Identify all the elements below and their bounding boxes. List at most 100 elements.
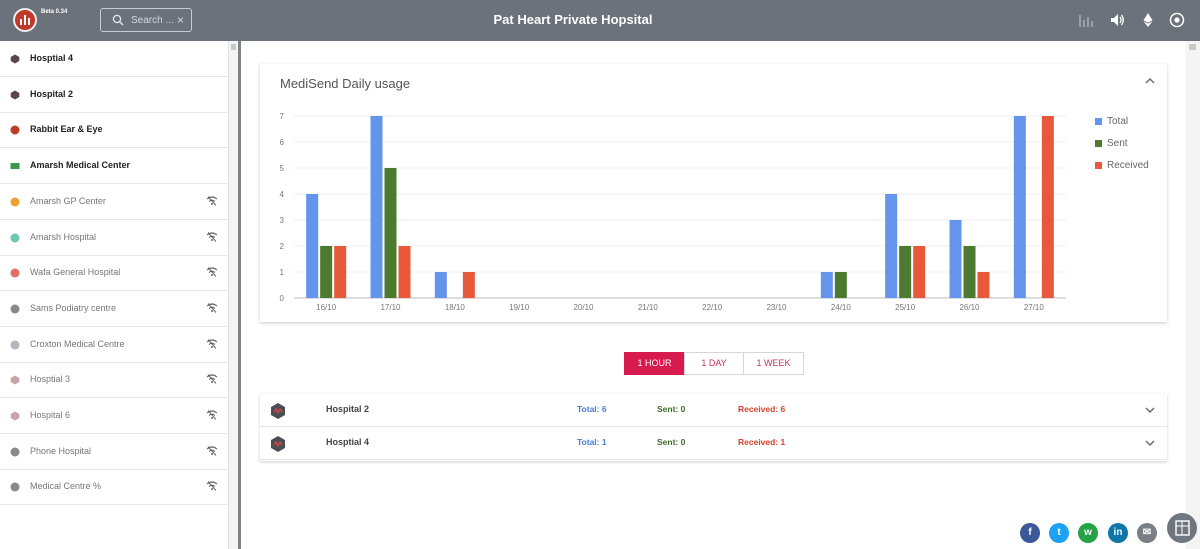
y-tick-label: 7 [280, 112, 285, 121]
legend-swatch [1095, 118, 1102, 125]
sidebar-item[interactable]: Hosptial 4 [0, 41, 229, 77]
legend-item-received[interactable]: Received [1095, 160, 1165, 174]
chevron-down-icon[interactable] [1144, 438, 1156, 448]
legend-label: Total [1107, 116, 1129, 127]
legend-label: Sent [1107, 138, 1128, 149]
x-tick-label: 19/10 [509, 303, 530, 312]
wifi-off-icon [206, 410, 218, 420]
bar-total-8 [820, 272, 833, 298]
x-tick-label: 25/10 [895, 303, 916, 312]
sidebar-item-label: Hosptial 4 [30, 53, 74, 63]
whatsapp-share-icon[interactable]: w [1078, 523, 1098, 543]
chevron-down-icon[interactable] [1144, 405, 1156, 415]
sidebar-item[interactable]: Phone Hospital [0, 434, 229, 470]
hexagon-logo-icon [10, 375, 20, 385]
sidebar-item[interactable]: Medical Centre % [0, 469, 229, 506]
page-title: Pat Heart Private Hopsital [493, 12, 653, 27]
app-logo-icon[interactable] [13, 8, 37, 32]
range-1-hour-button[interactable]: 1 HOUR [624, 352, 685, 375]
chevron-up-icon[interactable] [1144, 76, 1156, 86]
list-item[interactable]: Hospital 2 Total: 6 Sent: 0 Received: 6 [260, 394, 1167, 427]
facebook-share-icon[interactable]: f [1020, 523, 1040, 543]
ethereum-icon[interactable] [1140, 12, 1156, 28]
main-scrollbar[interactable] [1186, 41, 1200, 549]
main-scroll-thumb[interactable] [1189, 44, 1196, 50]
list-item[interactable]: Hosptial 4 Total: 1 Sent: 0 Received: 1 [260, 427, 1167, 460]
spreadsheet-icon [1175, 520, 1190, 536]
y-tick-label: 2 [280, 242, 285, 251]
sidebar-scrollbar[interactable] [229, 41, 238, 549]
sidebar-item-label: Hospital 2 [30, 88, 74, 99]
card-title: MediSend Daily usage [280, 76, 411, 91]
bar-received-11 [1041, 116, 1054, 298]
x-tick-label: 18/10 [445, 303, 466, 312]
sidebar-item-label: Rabbit Ear & Eye [30, 124, 103, 135]
hexagon-logo-icon [10, 90, 20, 100]
bar-received-9 [913, 246, 926, 298]
sidebar-item[interactable]: Croxton Medical Centre [0, 327, 229, 363]
sidebar-scroll-thumb[interactable] [231, 44, 236, 50]
sidebar-item-label: Medical Centre % [30, 481, 102, 492]
hospital-sidebar: Hosptial 4 Hospital 2 Rabbit Ear & Eye Amar… [0, 41, 229, 549]
hexagon-logo-icon [271, 403, 285, 419]
hospital-name: Hosptial 4 [326, 437, 370, 447]
hexagon-logo-icon [10, 54, 20, 64]
email-share-icon[interactable]: ✉ [1137, 523, 1157, 543]
y-tick-label: 0 [280, 294, 285, 303]
wifi-off-icon [206, 195, 218, 206]
bar-sent-1 [384, 168, 397, 298]
sidebar-item[interactable]: Rabbit Ear & Eye [0, 112, 229, 149]
hospital-usage-list: Hospital 2 Total: 6 Sent: 0 Received: 6 … [260, 394, 1167, 461]
sidebar-resize-handle[interactable] [238, 41, 241, 549]
x-tick-label: 16/10 [316, 303, 337, 312]
range-1-week-button[interactable]: 1 WEEK [743, 352, 804, 375]
clear-search-icon[interactable]: × [177, 13, 185, 27]
legend-item-total[interactable]: Total [1095, 116, 1165, 130]
grey-dot-icon [10, 304, 20, 314]
teal-logo-icon [10, 233, 20, 242]
range-1-day-button[interactable]: 1 DAY [684, 352, 744, 375]
legend-swatch [1095, 162, 1102, 169]
legend-swatch [1095, 140, 1102, 147]
sidebar-item-label: Croxton Medical Centre [30, 338, 125, 349]
twitter-share-icon[interactable]: t [1049, 523, 1069, 543]
bar-total-11 [1013, 116, 1026, 298]
rabbit-logo-icon [10, 125, 20, 135]
bar-sent-0 [320, 246, 333, 298]
legend-item-sent[interactable]: Sent [1095, 138, 1165, 152]
x-tick-label: 26/10 [959, 303, 980, 312]
search-icon [112, 14, 124, 26]
bar-chart-icon[interactable] [1078, 12, 1094, 28]
sidebar-item[interactable]: Hospital 6 [0, 398, 229, 434]
bar-received-0 [334, 246, 347, 298]
speaker-icon[interactable] [1109, 12, 1125, 28]
x-tick-label: 24/10 [831, 303, 852, 312]
wifi-off-icon [206, 445, 218, 456]
search-input[interactable]: Search ... × [100, 8, 192, 32]
y-tick-label: 4 [280, 190, 285, 199]
received-count: Received: 1 [738, 437, 786, 447]
total-count: Total: 6 [577, 404, 607, 414]
hexagon-logo-icon [10, 411, 20, 421]
sidebar-item[interactable]: Sams Podiatry centre [0, 291, 229, 327]
x-tick-label: 17/10 [380, 303, 401, 312]
sidebar-item-label: Hospital 6 [30, 410, 71, 420]
sidebar-item[interactable]: Amarsh Medical Center [0, 148, 229, 185]
orange-logo-icon [10, 197, 20, 207]
x-tick-label: 22/10 [702, 303, 723, 312]
sidebar-item-label: Amarsh GP Center [30, 195, 106, 206]
eye-icon[interactable] [1169, 12, 1185, 28]
bar-received-1 [398, 246, 411, 298]
sidebar-item[interactable]: Amarsh GP Center [0, 184, 229, 220]
sidebar-item[interactable]: Amarsh Hospital [0, 220, 229, 256]
hospital-name: Hospital 2 [326, 404, 370, 414]
linkedin-share-icon[interactable]: in [1108, 523, 1128, 543]
sidebar-item[interactable]: Hospital 2 [0, 77, 229, 113]
version-badge: Beta 0.34 [41, 9, 68, 15]
y-tick-label: 5 [280, 164, 285, 173]
office-app-icon[interactable] [1167, 513, 1197, 543]
bar-received-10 [977, 272, 990, 298]
sidebar-item[interactable]: Wafa General Hospital [0, 255, 229, 292]
sidebar-item[interactable]: Hosptial 3 [0, 362, 229, 399]
y-tick-label: 6 [280, 138, 285, 147]
